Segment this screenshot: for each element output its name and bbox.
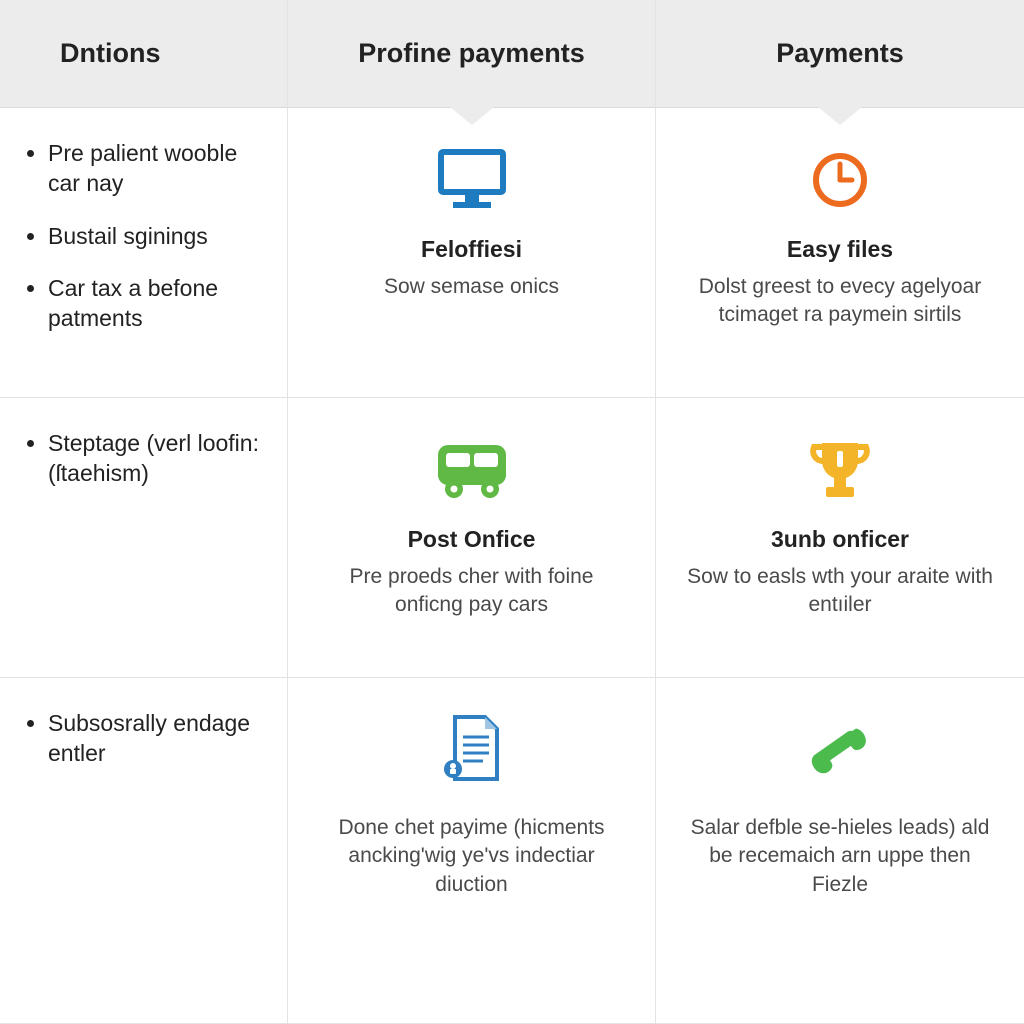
bullet-list: Steptage (verl loofin: (ſtaehism) [26,422,261,489]
feature-3unb-onficer: 3unb onficer Sow to easls wth your arait… [656,398,1024,678]
row2-bullets-cell: Steptage (verl loofin: (ſtaehism) [0,398,288,678]
bus-icon [432,432,512,508]
feature-desc: Dolst greest to evecy agelyoar tcimaget … [682,273,998,330]
row1-bullets-cell: Pre palient wooble car nay Bustail sgini… [0,108,288,398]
feature-desc: Sow to easls wth your araite with entıil… [682,563,998,620]
trophy-icon [804,432,876,508]
feature-desc: Salar defble se-hieles leads) ald be rec… [682,814,998,899]
feature-title: Post Onfice [408,526,536,553]
bullet-item: Bustail sginings [48,221,261,251]
clock-icon [810,142,870,218]
bullet-item: Pre palient wooble car nay [48,138,261,199]
bullet-item: Steptage (verl loofin: (ſtaehism) [48,428,261,489]
bullet-list: Pre palient wooble car nay Bustail sgini… [26,132,261,334]
feature-desc: Pre proeds cher with foine onficng pay c… [314,563,629,620]
feature-desc: Sow semase onics [384,273,559,301]
feature-easy-files: Easy files Dolst greest to evecy agelyoa… [656,108,1024,398]
column-header-profine: Profine payments [288,0,656,108]
bullet-list: Subsosrally endage entler [26,702,261,769]
feature-document: Done chet payime (hicments ancking'wig y… [288,678,656,1024]
bullet-item: Car tax a befone patments [48,273,261,334]
bullet-item: Subsosrally endage entler [48,708,261,769]
phone-icon [808,712,872,788]
header-label: Dntions [60,38,161,69]
feature-feloffiesi: Feloffiesi Sow semase onics [288,108,656,398]
monitor-icon [435,142,509,218]
feature-title: 3unb onficer [771,526,909,553]
column-header-dntions: Dntions [0,0,288,108]
header-label: Payments [776,38,904,69]
feature-phone: Salar defble se-hieles leads) ald be rec… [656,678,1024,1024]
row3-bullets-cell: Subsosrally endage entler [0,678,288,1024]
comparison-table: Dntions Profine payments Payments Pre pa… [0,0,1024,1024]
feature-desc: Done chet payime (hicments ancking'wig y… [314,814,629,899]
column-header-payments: Payments [656,0,1024,108]
feature-title: Easy files [787,236,893,263]
document-icon [437,712,507,788]
feature-title: Feloffiesi [421,236,522,263]
header-label: Profine payments [358,38,585,69]
feature-post-onfice: Post Onfice Pre proeds cher with foine o… [288,398,656,678]
